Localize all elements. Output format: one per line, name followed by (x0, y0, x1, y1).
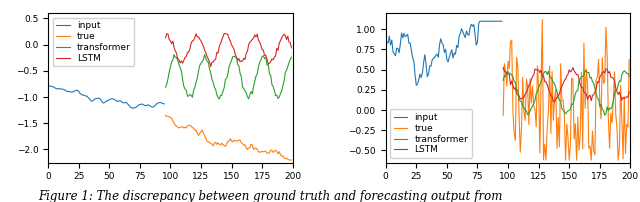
LSTM (287, 47, 295, 49)
transformer (201, 53, 209, 56)
transformer (198, 61, 206, 63)
input (130, 107, 138, 109)
transformer (287, 56, 295, 58)
Text: Figure 1: The discrepancy between ground truth and forecasting output from: Figure 1: The discrepancy between ground… (38, 190, 503, 202)
true (617, 84, 625, 87)
transformer (503, 71, 511, 73)
Line: input: input (386, 21, 502, 85)
Legend: input, true, transformer, LSTM: input, true, transformer, LSTM (52, 18, 134, 66)
true (625, 59, 633, 61)
input (106, 98, 115, 100)
input (77, 93, 85, 95)
input (398, 32, 406, 34)
LSTM (220, 32, 228, 35)
true (538, 18, 546, 21)
LSTM (550, 101, 558, 103)
input (442, 48, 449, 50)
Line: transformer: transformer (503, 70, 629, 115)
LSTM (227, 40, 234, 42)
input (103, 100, 111, 102)
true (542, 159, 550, 161)
LSTM (198, 42, 206, 45)
input (433, 53, 441, 55)
true (499, 114, 507, 117)
LSTM (207, 65, 214, 68)
transformer (227, 62, 234, 64)
true (623, 123, 630, 126)
Line: transformer: transformer (166, 55, 291, 99)
input (476, 20, 484, 22)
transformer (623, 72, 630, 75)
transformer (216, 98, 223, 100)
true (198, 129, 206, 131)
true (283, 157, 291, 159)
LSTM (563, 75, 571, 77)
LSTM (621, 97, 629, 99)
transformer (581, 69, 589, 72)
input (382, 40, 390, 43)
LSTM (285, 41, 293, 43)
transformer (536, 83, 544, 86)
LSTM (503, 72, 511, 75)
input (60, 88, 68, 91)
true (193, 132, 201, 135)
Line: input: input (48, 86, 164, 108)
input (412, 84, 420, 86)
transformer (562, 113, 570, 115)
LSTM (531, 68, 539, 70)
transformer (531, 99, 539, 102)
LSTM (616, 91, 623, 93)
LSTM (625, 90, 633, 93)
true (162, 114, 170, 117)
transformer (617, 80, 625, 83)
input (44, 84, 52, 87)
input (498, 20, 506, 22)
transformer (625, 75, 633, 78)
input (416, 73, 424, 75)
LSTM (162, 37, 170, 39)
LSTM (165, 38, 173, 41)
true (285, 159, 293, 161)
input (445, 56, 453, 58)
input (94, 97, 102, 99)
true (503, 85, 511, 87)
transformer (601, 114, 609, 116)
input (152, 103, 159, 106)
transformer (499, 79, 507, 82)
transformer (162, 86, 170, 88)
true (224, 140, 232, 142)
Legend: input, true, transformer, LSTM: input, true, transformer, LSTM (390, 109, 472, 158)
true (536, 152, 544, 154)
transformer (193, 77, 201, 80)
Line: true: true (166, 115, 291, 160)
LSTM (499, 66, 507, 69)
Line: LSTM: LSTM (503, 67, 629, 102)
true (564, 137, 572, 139)
LSTM (536, 72, 544, 74)
Line: true: true (503, 20, 629, 160)
true (531, 108, 539, 110)
input (491, 20, 499, 22)
transformer (279, 85, 287, 87)
LSTM (279, 34, 287, 37)
transformer (285, 61, 293, 64)
true (287, 159, 295, 161)
input (161, 103, 168, 105)
true (276, 154, 284, 156)
true (165, 116, 173, 118)
transformer (165, 71, 173, 74)
Line: LSTM: LSTM (166, 33, 291, 67)
LSTM (193, 36, 201, 38)
